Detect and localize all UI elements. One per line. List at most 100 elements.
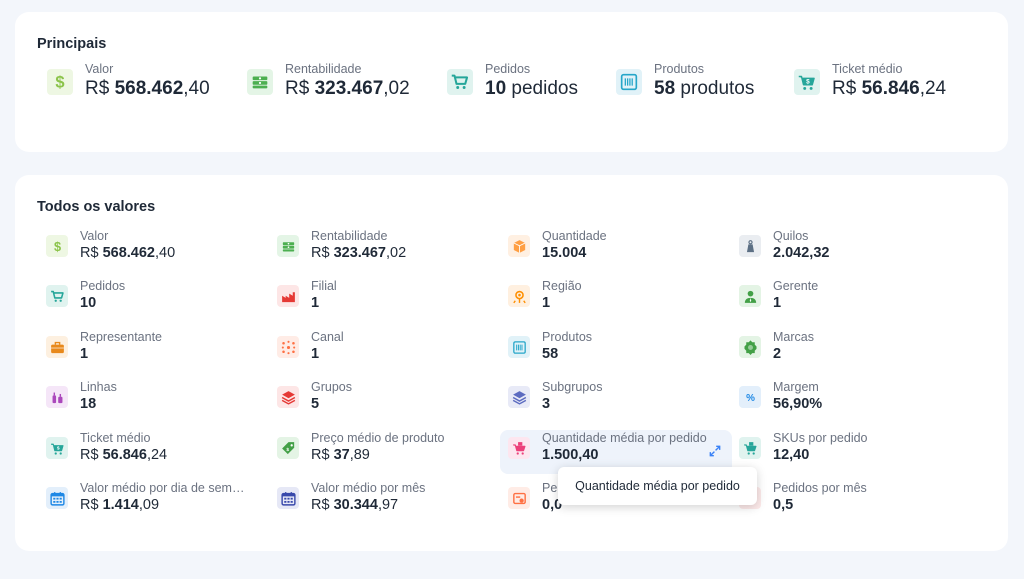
principal-kpi-rentabilidade[interactable]: Rentabilidade R$ 323.467,02 <box>247 62 410 101</box>
metric-label: Valor <box>80 229 109 243</box>
tooltip: Quantidade média por pedido <box>558 467 757 505</box>
metric-rentabilidade[interactable]: Rentabilidade R$ 323.467,02 <box>269 228 501 272</box>
metric-value: 2.042,32 <box>773 245 830 261</box>
metric-preco-medio-de-produto[interactable]: $ Preço médio de produto R$ 37,89 <box>269 430 501 474</box>
dollar-icon: $ <box>47 69 73 95</box>
metric-grupos[interactable]: Grupos 5 <box>269 379 501 423</box>
cart-dollar-icon: $ <box>794 69 820 95</box>
kpi-value: R$ 56.846,24 <box>832 78 947 99</box>
metric-value: 1 <box>542 295 551 311</box>
money-stack-icon <box>247 69 273 95</box>
metric-valor[interactable]: $ Valor R$ 568.462,40 <box>38 228 270 272</box>
barcode-icon <box>508 336 530 358</box>
principal-kpi-pedidos[interactable]: Pedidos 10 pedidos <box>447 62 578 101</box>
metric-label: SKUs por pedido <box>773 431 868 445</box>
briefcase-icon <box>46 336 68 358</box>
cart-icon <box>46 285 68 307</box>
metric-value: R$ 56.846,24 <box>80 447 168 463</box>
metric-label: Representante <box>80 330 163 344</box>
metric-linhas[interactable]: Linhas 18 <box>38 379 270 423</box>
metric-filial[interactable]: Filial 1 <box>269 278 501 322</box>
kpi-label: Valor <box>85 62 114 76</box>
metric-margem[interactable]: % Margem 56,90% <box>731 379 963 423</box>
barcode-icon <box>616 69 642 95</box>
metric-label: Marcas <box>773 330 814 344</box>
svg-text:$: $ <box>286 446 289 452</box>
metric-ticket-medio[interactable]: $ Ticket médio R$ 56.846,24 <box>38 430 270 474</box>
metric-value: 10 <box>80 295 97 311</box>
svg-text:$: $ <box>55 74 64 92</box>
kpi-label: Ticket médio <box>832 62 903 76</box>
metric-marcas[interactable]: Marcas 2 <box>731 329 963 373</box>
metric-produtos[interactable]: Produtos 58 <box>500 329 732 373</box>
invoice-icon <box>508 487 530 509</box>
kpi-value: R$ 323.467,02 <box>285 78 410 99</box>
metric-value: 58 <box>542 346 559 362</box>
metric-value: R$ 568.462,40 <box>80 245 176 261</box>
metric-label: Quantidade <box>542 229 607 243</box>
metric-representante[interactable]: Representante 1 <box>38 329 270 373</box>
metric-label: Grupos <box>311 380 352 394</box>
metric-quilos[interactable]: Quilos 2.042,32 <box>731 228 963 272</box>
kpi-label: Rentabilidade <box>285 62 362 76</box>
cart-box-icon <box>739 437 761 459</box>
svg-text:$: $ <box>56 445 59 451</box>
svg-text:$: $ <box>806 78 810 85</box>
metric-value: 0,5 <box>773 497 794 513</box>
metric-pedidos-por-mes[interactable]: Pedidos por mês 0,5 <box>731 480 963 524</box>
metric-quantidade[interactable]: Quantidade 15.004 <box>500 228 732 272</box>
metric-value: 18 <box>80 396 97 412</box>
metric-valor-medio-por-mes[interactable]: Valor médio por mês R$ 30.344,97 <box>269 480 501 524</box>
principal-kpi-ticket-m-dio[interactable]: $ Ticket médio R$ 56.846,24 <box>794 62 946 101</box>
metric-label: Pedidos <box>80 279 126 293</box>
metric-label: Quantidade média por pedido <box>542 431 707 445</box>
metric-gerente[interactable]: Gerente 1 <box>731 278 963 322</box>
metric-label: Valor médio por dia de semana <box>80 481 245 495</box>
metric-label: Subgrupos <box>542 380 603 394</box>
metric-label: Margem <box>773 380 819 394</box>
map-pin-icon <box>508 285 530 307</box>
metric-label: Pedidos por mês <box>773 481 867 495</box>
metric-label: Região <box>542 279 582 293</box>
money-stack-icon <box>277 235 299 257</box>
principal-kpi-produtos[interactable]: Produtos 58 produtos <box>616 62 754 101</box>
metric-label: Quilos <box>773 229 809 243</box>
metric-label: Gerente <box>773 279 819 293</box>
metric-regiao[interactable]: Região 1 <box>500 278 732 322</box>
metric-canal[interactable]: Canal 1 <box>269 329 501 373</box>
metric-subgrupos[interactable]: Subgrupos 3 <box>500 379 732 423</box>
metric-value: 2 <box>773 346 782 362</box>
metric-value: 56,90% <box>773 396 823 412</box>
metric-label: Filial <box>311 279 337 293</box>
metric-value: R$ 1.414,09 <box>80 497 160 513</box>
metric-value: 12,40 <box>773 447 810 463</box>
metric-value: 1 <box>80 346 89 362</box>
principais-title: Principais <box>37 36 107 52</box>
network-icon <box>277 336 299 358</box>
metric-value: 1 <box>773 295 782 311</box>
calendar-icon <box>277 487 299 509</box>
principal-kpi-valor[interactable]: $ Valor R$ 568.462,40 <box>47 62 210 101</box>
cart-icon <box>447 69 473 95</box>
metric-skus-por-pedido[interactable]: SKUs por pedido 12,40 <box>731 430 963 474</box>
cart-dollar-icon: $ <box>46 437 68 459</box>
layers-icon <box>508 386 530 408</box>
metric-value: 15.004 <box>542 245 587 261</box>
factory-icon <box>277 285 299 307</box>
principais-card: Principais <box>15 12 1008 152</box>
box-icon <box>508 235 530 257</box>
layers-icon <box>277 386 299 408</box>
dollar-icon: $ <box>46 235 68 257</box>
metric-label: Valor médio por mês <box>311 481 426 495</box>
metric-label: Linhas <box>80 380 117 394</box>
metric-value: 1 <box>311 295 320 311</box>
metric-value: 3 <box>542 396 551 412</box>
svg-text:$: $ <box>53 238 60 253</box>
metric-quantidade-media-por-pedido[interactable]: Quantidade média por pedido 1.500,40 <box>500 430 732 474</box>
metric-pedidos[interactable]: Pedidos 10 <box>38 278 270 322</box>
metric-pe[interactable]: Pe 0,0 <box>500 480 732 524</box>
metric-value: 0,0 <box>542 497 563 513</box>
metric-valor-medio-por-dia-de-semana[interactable]: Valor médio por dia de semana R$ 1.414,09 <box>38 480 270 524</box>
metric-label: Preço médio de produto <box>311 431 445 445</box>
expand-icon[interactable] <box>708 444 722 458</box>
